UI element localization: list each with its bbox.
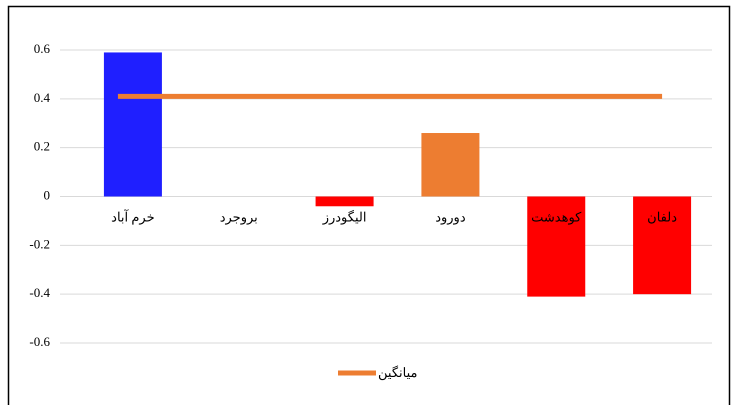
y-tick-label: -0.4 [29,285,50,300]
x-tick-label: خرم آباد [111,208,155,225]
y-tick-label: 0.2 [34,139,50,154]
bar [421,133,480,197]
y-tick-label: -0.2 [29,236,50,251]
x-tick-label: دورود [435,209,466,225]
x-tick-label: کوهدشت [531,209,582,225]
y-tick-label: -0.6 [29,334,50,349]
bar [103,52,162,197]
legend-label: میانگین [378,365,417,381]
y-tick-label: 0.6 [34,41,51,56]
x-tick-label: دلفان [647,209,677,224]
x-tick-label: بروجرد [220,209,258,225]
bar [633,196,692,295]
y-tick-label: 0 [44,187,51,202]
bar [315,196,374,207]
y-tick-label: 0.4 [34,90,51,105]
bar [527,196,586,297]
x-tick-label: الیگودرز [322,209,367,225]
